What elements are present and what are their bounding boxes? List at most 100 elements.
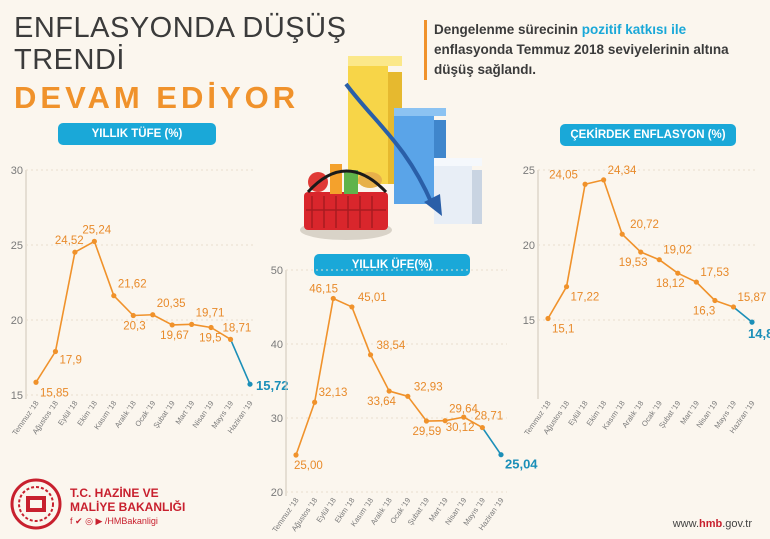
data-label: 25,00 <box>294 460 323 472</box>
data-label: 18,12 <box>656 278 685 290</box>
website-prefix: www. <box>672 518 699 530</box>
data-point <box>479 424 485 431</box>
series-segment <box>54 252 76 352</box>
series-segment <box>152 314 173 326</box>
chart-title-tufe: YILLIK TÜFE (%) <box>58 123 216 145</box>
header-divider <box>424 20 427 80</box>
data-label: 19,02 <box>663 245 692 257</box>
data-label: 16,3 <box>693 306 715 318</box>
series-segment <box>584 179 604 186</box>
data-label: 15,85 <box>40 387 69 399</box>
y-tick-label: 25 <box>523 165 535 177</box>
data-point <box>367 352 374 358</box>
data-label: 29,64 <box>449 404 478 416</box>
data-label: 24,52 <box>55 235 84 247</box>
series-segment <box>93 241 115 296</box>
data-point <box>405 393 411 399</box>
data-label: 20,35 <box>157 298 186 310</box>
ministry-logo-icon <box>10 478 62 530</box>
data-label: 30,12 <box>446 422 475 434</box>
title-line-2: DEVAM EDİYOR <box>14 80 300 115</box>
y-tick-label: 20 <box>11 315 23 327</box>
series-segment <box>640 251 660 261</box>
ministry-name-line-2: MALİYE BAKANLIĞI <box>70 500 186 514</box>
series-segment <box>463 416 483 429</box>
series-segment <box>172 323 192 326</box>
data-label: 20,72 <box>630 219 659 231</box>
facebook-icon: f <box>70 516 73 526</box>
data-point <box>545 315 551 322</box>
title-line-1: ENFLASYONDA DÜŞÜŞ TRENDİ <box>14 12 347 76</box>
data-label: 18,71 <box>223 322 252 334</box>
series-segment <box>407 395 428 422</box>
website-link[interactable]: www.hmb.gov.tr <box>673 518 752 530</box>
series-segment <box>332 297 353 308</box>
series-segment <box>621 233 642 253</box>
ministry-name: T.C. HAZİNE VE MALİYE BAKANLIĞI <box>70 486 185 514</box>
data-label: 21,62 <box>118 279 147 291</box>
series-segment <box>229 339 251 385</box>
data-label: 32,13 <box>319 387 348 399</box>
header-description: Dengelenme sürecinin pozitif katkısı ile… <box>434 20 764 80</box>
data-label: 19,67 <box>160 330 189 342</box>
data-label: 14,86 <box>748 326 770 341</box>
data-label: 33,64 <box>367 396 396 408</box>
data-label: 17,53 <box>700 267 729 279</box>
data-label: 24,34 <box>608 165 637 177</box>
data-point <box>675 270 681 276</box>
series-segment <box>191 323 212 329</box>
data-point <box>582 181 588 187</box>
y-tick-label: 25 <box>11 240 23 252</box>
data-label: 17,9 <box>59 355 81 367</box>
data-point <box>33 379 39 385</box>
data-point <box>247 381 253 387</box>
data-point <box>386 388 392 394</box>
data-point <box>169 322 175 328</box>
series-segment <box>35 351 57 383</box>
social-handle-text: /HMBakanligi <box>104 516 158 526</box>
y-tick-label: 20 <box>271 487 283 499</box>
series-segment <box>133 313 153 317</box>
data-label: 24,05 <box>549 169 578 181</box>
instagram-icon: ◎ <box>85 516 93 526</box>
data-point <box>111 293 117 299</box>
y-tick-label: 40 <box>271 339 283 351</box>
data-point <box>563 284 570 290</box>
data-point <box>52 348 59 355</box>
desc-part-2: enflasyonda Temmuz 2018 seviyelerinin al… <box>434 42 729 77</box>
series-segment <box>74 240 95 253</box>
data-point <box>150 312 156 318</box>
data-label: 19,5 <box>199 333 221 345</box>
data-point <box>712 297 718 304</box>
data-label: 17,22 <box>571 292 600 304</box>
series-segment <box>714 299 734 308</box>
data-label: 15,87 <box>737 292 766 304</box>
series-segment <box>388 390 409 398</box>
series-segment <box>695 281 716 302</box>
data-label: 46,15 <box>309 283 338 295</box>
data-point <box>693 279 699 285</box>
data-label: 20,3 <box>123 321 145 333</box>
series-segment <box>565 184 586 287</box>
series-segment <box>658 259 679 274</box>
series-segment <box>351 306 372 356</box>
data-point <box>442 418 448 424</box>
data-point <box>656 257 662 263</box>
y-tick-label: 30 <box>271 413 283 425</box>
y-tick-label: 15 <box>523 315 535 327</box>
series-segment <box>444 416 464 422</box>
website-accent: hmb <box>699 518 723 530</box>
data-point <box>72 249 78 255</box>
data-point <box>619 231 625 237</box>
series-segment <box>602 179 623 235</box>
series-segment <box>481 427 502 456</box>
data-point <box>423 418 430 424</box>
chart-title-cekirdek: ÇEKİRDEK ENFLASYON (%) <box>560 124 736 146</box>
data-point <box>749 319 755 325</box>
series-segment <box>369 354 390 392</box>
data-point <box>293 452 299 458</box>
header-title-block: ENFLASYONDA DÜŞÜŞ TRENDİ DEVAM EDİYOR <box>14 12 414 118</box>
